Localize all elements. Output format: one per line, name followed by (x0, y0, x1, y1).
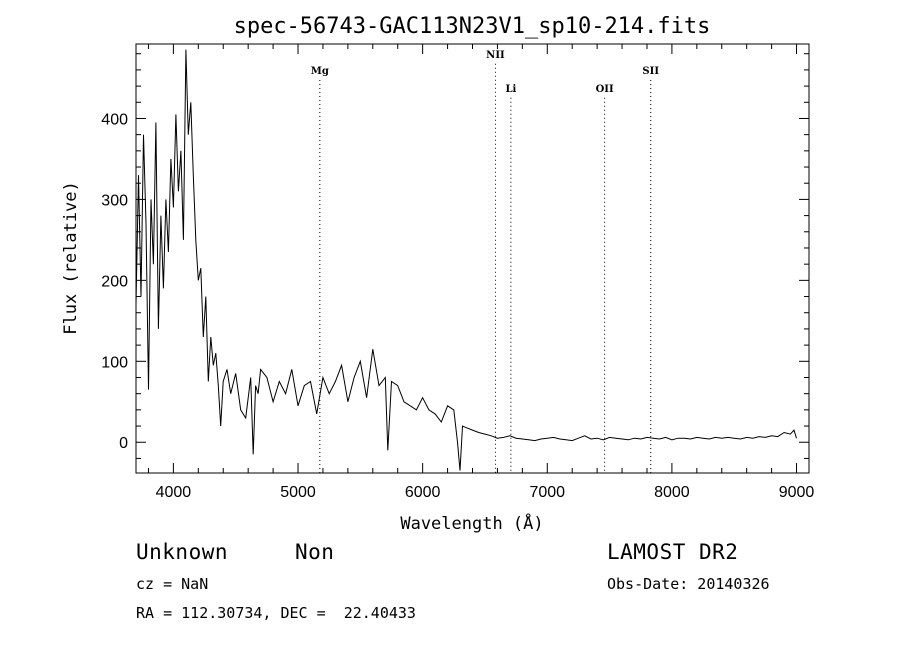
redshift-label: cz = NaN (136, 575, 209, 593)
x-tick-label: 4000 (156, 484, 192, 501)
annotation-nii: NII (486, 50, 505, 473)
class-label: Unknown (136, 540, 229, 564)
x-tick-label: 9000 (779, 484, 815, 501)
x-tick-label: 8000 (654, 484, 690, 501)
annotation-oii: OII (596, 84, 614, 473)
x-axis-label: Wavelength (Å) (400, 512, 543, 534)
x-tick-label: 6000 (405, 484, 441, 501)
y-tick-label: 0 (119, 435, 128, 452)
annotation-label: Mg (311, 66, 329, 77)
x-axis: 4000 5000 6000 7000 8000 9000 (147, 44, 815, 501)
y-tick-label: 400 (101, 111, 128, 128)
coordinates-label: RA = 112.30734, DEC = 22.40433 (136, 604, 416, 622)
survey-label: LAMOST DR2 (607, 540, 739, 564)
obs-date-label: Obs-Date: 20140326 (607, 575, 770, 593)
annotation-label: OII (596, 84, 614, 95)
annotation-label: Li (505, 84, 516, 95)
y-axis: 0 100 200 300 400 (101, 53, 809, 459)
y-tick-label: 200 (101, 273, 128, 290)
plot-frame (135, 43, 810, 474)
annotation-sii: SII (642, 66, 659, 473)
y-tick-label: 100 (101, 354, 128, 371)
series-layer (135, 49, 797, 471)
y-tick-label: 300 (101, 192, 128, 209)
annotation-label: NII (486, 50, 505, 61)
y-axis-label: Flux (relative) (61, 181, 81, 335)
x-tick-label: 5000 (280, 484, 316, 501)
annotation-li: Li (505, 84, 516, 473)
subclass-label: Non (295, 540, 335, 564)
spectral-line-annotations: Mg NII Li OII SII (311, 50, 659, 473)
spectrum-line-0 (135, 49, 797, 471)
chart-title: spec-56743-GAC113N23V1_sp10-214.fits (234, 14, 711, 39)
annotation-label: SII (642, 66, 659, 77)
annotation-mg: Mg (311, 66, 329, 473)
x-tick-label: 7000 (529, 484, 565, 501)
